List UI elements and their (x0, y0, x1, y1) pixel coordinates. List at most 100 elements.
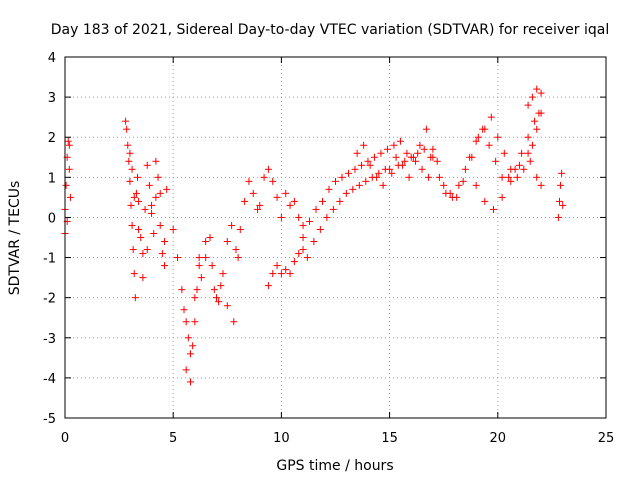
data-point (178, 286, 186, 294)
data-point (66, 193, 74, 201)
data-point (245, 177, 253, 185)
data-point (230, 318, 238, 326)
data-point (256, 201, 264, 209)
data-point (306, 217, 314, 225)
y-tick-label: 0 (48, 211, 56, 226)
y-tick-label: -5 (43, 412, 56, 427)
data-point (481, 197, 489, 205)
data-point (515, 161, 523, 169)
data-point (269, 177, 277, 185)
data-point (286, 270, 294, 278)
data-point (485, 141, 493, 149)
data-point (249, 189, 257, 197)
data-point (479, 125, 487, 133)
data-point (202, 254, 210, 262)
data-point (65, 165, 73, 173)
data-point (208, 262, 216, 270)
data-point (537, 89, 545, 97)
data-point (353, 149, 361, 157)
data-point (189, 342, 197, 350)
data-point (182, 366, 190, 374)
data-point (425, 173, 433, 181)
data-point (254, 205, 262, 213)
data-point (131, 294, 139, 302)
data-point (453, 193, 461, 201)
data-point (407, 153, 415, 161)
data-point (557, 181, 565, 189)
data-point (559, 201, 567, 209)
data-point (193, 286, 201, 294)
data-point (130, 270, 138, 278)
data-point (299, 221, 307, 229)
data-point (520, 165, 528, 173)
data-point (143, 246, 151, 254)
data-point (187, 378, 195, 386)
data-point (526, 157, 534, 165)
data-point (260, 173, 268, 181)
data-point (316, 225, 324, 233)
data-point (232, 246, 240, 254)
y-tick-label: 4 (48, 51, 56, 66)
plot-frame (64, 56, 607, 419)
data-point (446, 189, 454, 197)
data-point (139, 274, 147, 282)
grid (65, 57, 606, 418)
x-tick-label: 10 (273, 431, 290, 446)
data-point (507, 177, 515, 185)
data-point (195, 254, 203, 262)
data-point (416, 141, 424, 149)
data-point (158, 250, 166, 258)
data-point (412, 157, 420, 165)
data-point (554, 213, 562, 221)
y-tick-label: -4 (43, 372, 56, 387)
y-tick-label: 1 (48, 171, 56, 186)
data-point (535, 109, 543, 117)
data-point (498, 173, 506, 181)
data-point (370, 153, 378, 161)
x-tick-label: 0 (61, 431, 69, 446)
data-point (127, 201, 135, 209)
data-point (161, 238, 169, 246)
data-point (528, 93, 536, 101)
data-point (414, 149, 422, 157)
data-point (351, 165, 359, 173)
data-point (141, 205, 149, 213)
data-point (65, 141, 73, 149)
data-point (264, 282, 272, 290)
data-point (494, 133, 502, 141)
data-point (383, 145, 391, 153)
data-point (150, 229, 158, 237)
data-point (360, 141, 368, 149)
data-point (156, 221, 164, 229)
data-point (241, 197, 249, 205)
data-point (379, 181, 387, 189)
data-point (64, 137, 72, 145)
data-point (455, 181, 463, 189)
data-point (126, 149, 134, 157)
data-point (336, 197, 344, 205)
data-point (184, 334, 192, 342)
data-point (236, 225, 244, 233)
data-point (122, 117, 130, 125)
data-point (399, 161, 407, 169)
data-point (295, 250, 303, 258)
data-point (277, 213, 285, 221)
y-tick-label: -2 (43, 292, 56, 307)
data-point (461, 165, 469, 173)
data-point (533, 85, 541, 93)
data-point (133, 173, 141, 181)
data-point (163, 185, 171, 193)
data-point (386, 165, 394, 173)
data-point (492, 157, 500, 165)
data-point (191, 318, 199, 326)
data-point (135, 225, 143, 233)
data-point (489, 205, 497, 213)
data-point (210, 286, 218, 294)
data-point (197, 274, 205, 282)
data-point (405, 173, 413, 181)
data-point (154, 173, 162, 181)
data-point (390, 141, 398, 149)
data-point (505, 173, 513, 181)
data-point (269, 270, 277, 278)
data-point (217, 282, 225, 290)
